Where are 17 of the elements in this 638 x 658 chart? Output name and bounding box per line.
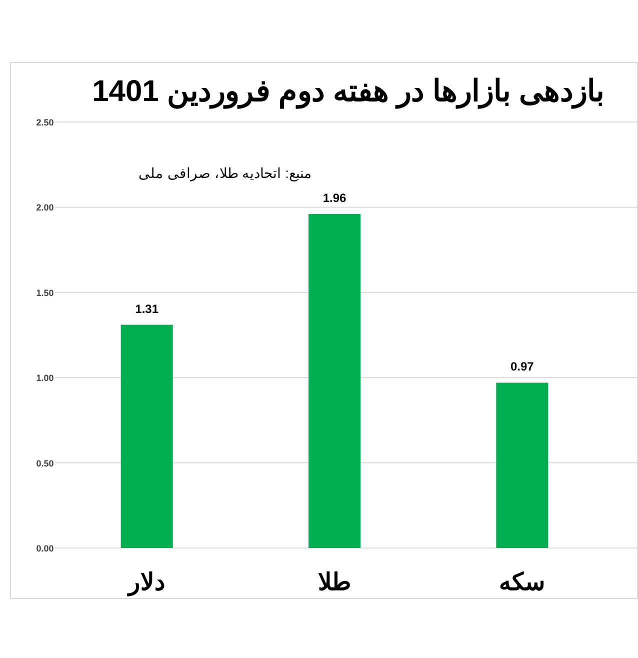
data-label: 1.96 [322,191,346,206]
chart-title: بازدهی بازارها در هفته دوم فروردین 1401 [92,75,604,109]
y-tick-label: 0.50 [36,458,54,468]
y-tick-label: 1.50 [36,288,54,298]
x-tick-label: دلار [126,569,166,597]
x-tick-label: طلا [318,569,351,596]
data-label: 0.97 [510,360,534,374]
y-tick-label: 0.00 [36,544,54,554]
y-tick-label: 2.50 [36,118,54,128]
bar [308,214,360,548]
bar [120,324,173,548]
y-tick-label: 1.00 [36,373,54,384]
x-tick-label: سکه [499,569,546,596]
y-tick-label: 2.00 [36,202,54,213]
bar [496,382,548,548]
data-label: 1.31 [135,302,159,316]
annotation: منبع: اتحادیه طلا، صرافی ملی [138,165,312,182]
